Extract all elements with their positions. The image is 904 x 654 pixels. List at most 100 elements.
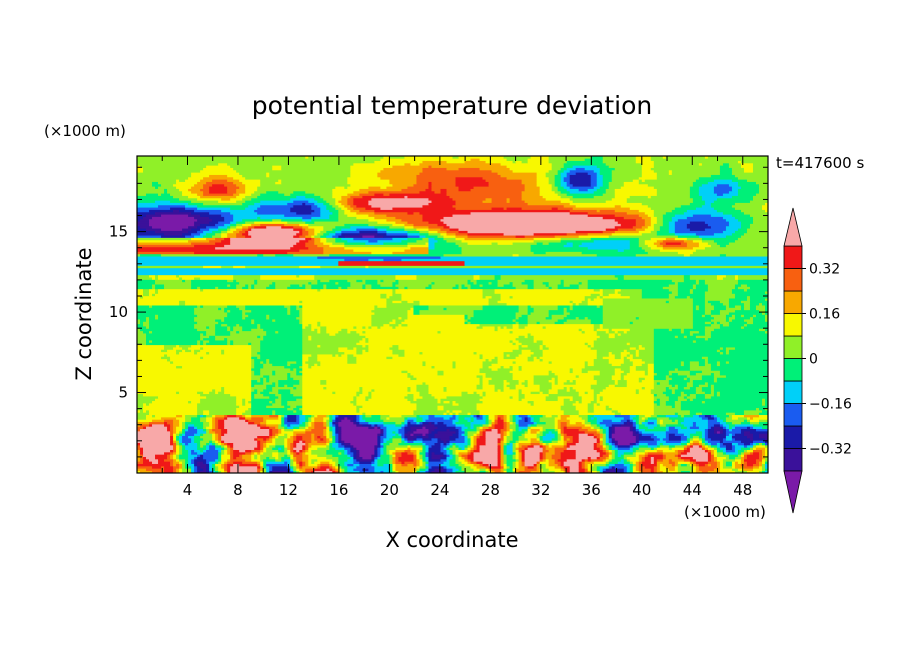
field-cell: [521, 433, 526, 436]
field-cell: [545, 444, 550, 448]
field-cell: [455, 400, 483, 404]
field-cell: [635, 430, 640, 434]
field-cell: [656, 465, 661, 469]
field-cell: [593, 444, 598, 448]
field-cell: [137, 234, 162, 238]
field-cell: [296, 307, 303, 311]
field-cell: [260, 339, 303, 343]
field-cell: [221, 349, 225, 353]
field-cell: [629, 468, 634, 471]
field-cell: [251, 372, 255, 376]
field-cell: [746, 416, 751, 420]
field-cell: [470, 447, 474, 450]
field-cell: [335, 447, 345, 450]
field-cell: [698, 241, 709, 245]
field-cell: [653, 398, 658, 402]
field-cell: [362, 286, 366, 290]
field-cell: [566, 307, 571, 311]
field-cell: [437, 426, 456, 430]
field-cell: [140, 456, 144, 460]
field-cell: [644, 428, 667, 432]
field-cell: [209, 447, 216, 450]
field-cell: [392, 318, 396, 322]
field-cell: [248, 232, 297, 236]
field-cell: [299, 365, 303, 369]
field-cell: [353, 395, 357, 399]
field-cell: [236, 412, 243, 416]
field-cell: [524, 379, 529, 383]
field-cell: [710, 332, 768, 336]
field-cell: [719, 416, 727, 420]
field-cell: [233, 279, 237, 283]
field-cell: [320, 379, 327, 383]
field-cell: [494, 470, 501, 473]
field-cell: [221, 265, 234, 269]
field-cell: [137, 330, 144, 334]
field-cell: [602, 440, 607, 443]
field-cell: [602, 302, 694, 306]
field-cell: [326, 435, 330, 439]
field-cell: [167, 349, 177, 353]
field-cell: [530, 248, 619, 252]
field-cell: [332, 440, 336, 443]
field-cell: [341, 353, 348, 357]
field-cell: [503, 416, 507, 420]
field-cell: [623, 248, 646, 252]
field-cell: [137, 440, 171, 443]
field-cell: [377, 230, 387, 234]
field-cell: [287, 437, 294, 441]
field-cell: [563, 307, 568, 311]
field-cell: [287, 377, 294, 381]
field-cell: [581, 330, 586, 334]
field-cell: [428, 248, 462, 252]
field-cell: [173, 454, 177, 457]
field-cell: [539, 416, 556, 420]
field-cell: [533, 307, 559, 311]
field-cell: [344, 416, 348, 420]
field-cell: [173, 435, 177, 439]
field-cell: [671, 405, 676, 409]
field-cell: [602, 430, 607, 434]
field-cell: [524, 456, 541, 460]
field-cell: [584, 423, 592, 427]
field-cell: [503, 440, 507, 443]
field-cell: [737, 451, 742, 455]
field-cell: [323, 416, 330, 420]
field-cell: [476, 435, 480, 439]
field-cell: [416, 377, 480, 381]
field-cell: [695, 393, 706, 397]
field-cell: [374, 388, 408, 392]
field-cell: [443, 412, 447, 416]
field-cell: [728, 318, 733, 322]
field-cell: [638, 428, 646, 432]
field-cell: [743, 442, 751, 446]
field-cell: [407, 440, 414, 443]
field-cell: [449, 440, 465, 443]
field-cell: [314, 461, 321, 464]
field-cell: [686, 377, 691, 381]
field-cell: [137, 258, 345, 262]
field-cell: [350, 330, 357, 334]
field-cell: [344, 241, 366, 245]
field-cell: [455, 449, 468, 453]
field-cell: [497, 454, 501, 457]
field-cell: [746, 435, 754, 439]
field-cell: [479, 283, 483, 287]
field-cell: [575, 454, 601, 457]
field-cell: [686, 237, 703, 241]
field-cell: [314, 274, 396, 278]
field-cell: [542, 444, 547, 448]
field-cell: [209, 339, 228, 343]
field-cell: [311, 323, 318, 327]
field-cell: [620, 419, 628, 423]
field-cell: [614, 367, 622, 371]
field-cell: [527, 414, 532, 418]
field-cell: [332, 430, 336, 434]
field-cell: [464, 314, 468, 318]
field-cell: [554, 435, 559, 439]
field-cell: [521, 463, 526, 467]
field-cell: [728, 423, 736, 427]
field-cell: [602, 398, 655, 402]
field-cell: [215, 444, 222, 448]
field-cell: [680, 451, 688, 455]
